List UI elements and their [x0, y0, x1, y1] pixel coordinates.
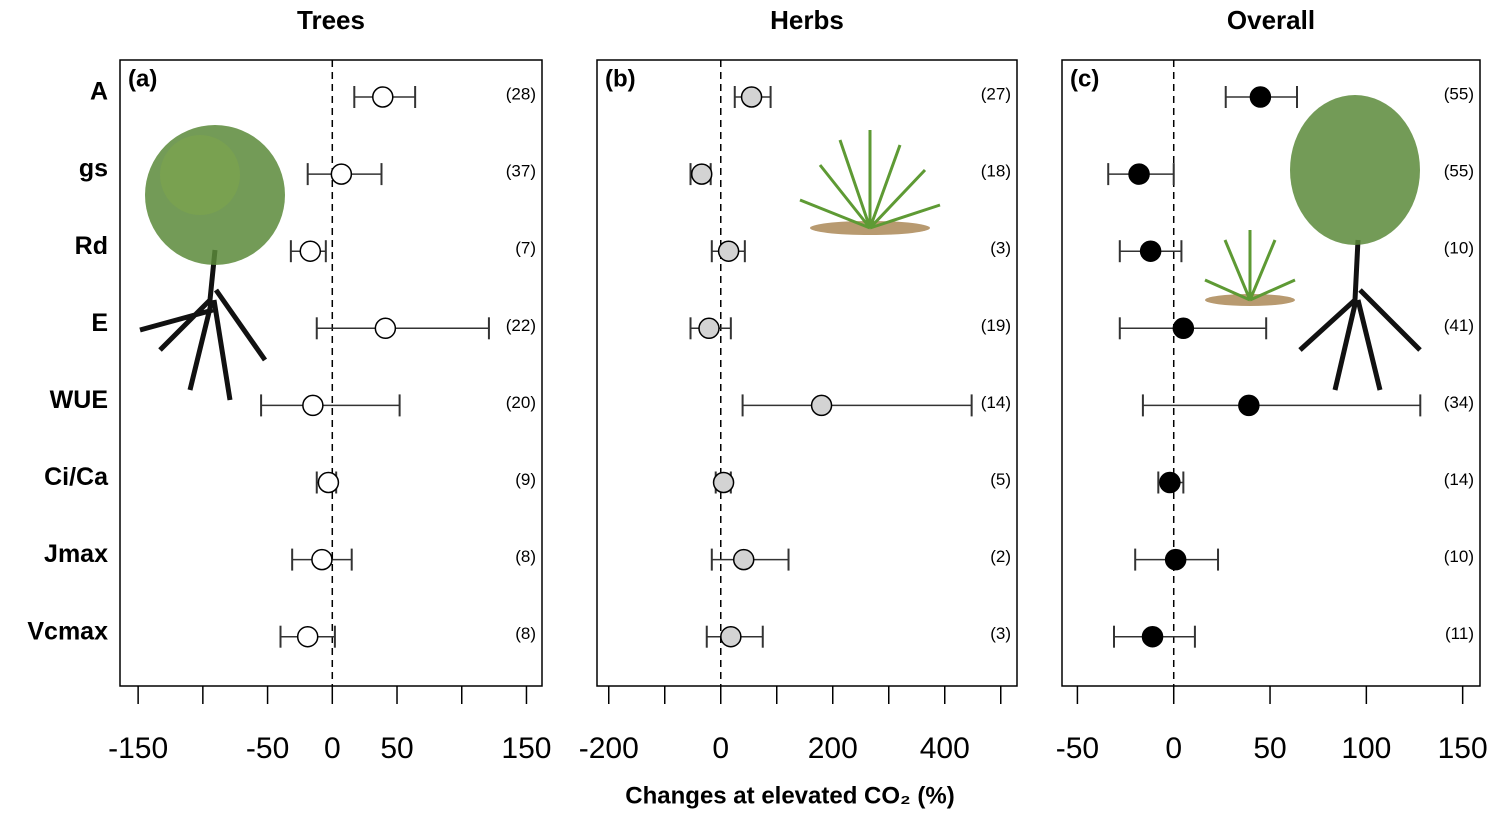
n-label: (55): [1444, 162, 1474, 181]
panel-title: Overall: [1227, 5, 1315, 35]
point: [1139, 240, 1162, 262]
n-label: (10): [1444, 239, 1474, 258]
n-label: (5): [990, 470, 1011, 489]
n-label: (55): [1444, 84, 1474, 103]
n-label: (11): [1445, 624, 1474, 643]
n-label: (20): [506, 393, 536, 412]
n-label: (3): [990, 239, 1011, 258]
n-label: (14): [981, 393, 1011, 412]
n-label: (22): [506, 316, 536, 335]
row-label: A: [90, 78, 108, 106]
plot-frame: [119, 59, 543, 687]
n-label: (28): [506, 84, 536, 103]
x-tick-label: 0: [324, 732, 341, 765]
point: [1249, 86, 1272, 108]
n-label: (8): [515, 624, 536, 643]
point: [296, 625, 319, 648]
n-label: (10): [1444, 547, 1474, 566]
row-label: E: [91, 309, 108, 337]
overall-illustration: [1204, 95, 1422, 391]
grass-illustration: [799, 130, 941, 235]
point: [698, 317, 720, 340]
panel-label: (a): [128, 65, 157, 92]
n-label: (34): [1444, 393, 1474, 412]
x-tick-label: 0: [712, 732, 729, 765]
point: [374, 317, 397, 340]
row-label: Vcmax: [27, 617, 108, 645]
point: [720, 625, 742, 648]
row-label: WUE: [50, 386, 108, 414]
point: [317, 471, 340, 494]
x-tick-label: 50: [1253, 732, 1286, 765]
n-label: (7): [515, 239, 536, 258]
point: [712, 471, 735, 494]
panel-title: Trees: [297, 5, 365, 35]
plot-frame: [1061, 59, 1481, 687]
panel-label: (b): [605, 65, 636, 92]
panel-title: Herbs: [770, 5, 844, 35]
point: [1128, 163, 1150, 185]
point: [1159, 471, 1181, 494]
point: [1238, 394, 1260, 417]
x-tick-label: -200: [579, 732, 639, 765]
point: [717, 240, 740, 262]
x-tick-label: 50: [380, 732, 413, 765]
x-tick-label: 100: [1341, 732, 1391, 765]
n-label: (41): [1444, 316, 1474, 335]
n-label: (27): [981, 84, 1011, 103]
point: [690, 163, 713, 185]
tree-illustration: [139, 125, 285, 401]
point: [732, 548, 755, 571]
x-tick-label: 150: [1438, 732, 1488, 765]
row-label: Rd: [75, 232, 108, 260]
x-tick-label: -150: [108, 732, 168, 765]
n-label: (2): [990, 547, 1011, 566]
point: [810, 394, 833, 417]
point: [740, 86, 763, 108]
point: [372, 86, 394, 108]
row-label: Jmax: [44, 540, 108, 568]
n-label: (37): [506, 162, 536, 181]
n-label: (18): [981, 162, 1011, 181]
row-label: gs: [79, 155, 108, 183]
x-tick-label: 150: [501, 732, 551, 765]
point: [330, 163, 353, 185]
x-axis-label: Changes at elevated CO₂ (%): [625, 782, 954, 809]
x-tick-label: 400: [920, 732, 970, 765]
row-label: Ci/Ca: [44, 463, 109, 491]
n-label: (3): [990, 624, 1011, 643]
n-label: (14): [1444, 470, 1474, 489]
point: [311, 548, 333, 571]
n-label: (8): [515, 547, 536, 566]
point: [1141, 625, 1164, 648]
point: [302, 394, 324, 417]
point: [1164, 548, 1187, 571]
point: [1172, 317, 1195, 340]
panel-label: (c): [1070, 65, 1099, 92]
n-label: (19): [981, 316, 1011, 335]
x-tick-label: 200: [808, 732, 858, 765]
x-tick-label: 0: [1165, 732, 1182, 765]
plot-frame: [596, 59, 1018, 687]
point: [299, 240, 322, 262]
n-label: (9): [515, 470, 536, 489]
x-tick-label: -50: [1056, 732, 1099, 765]
x-tick-label: -50: [246, 732, 289, 765]
